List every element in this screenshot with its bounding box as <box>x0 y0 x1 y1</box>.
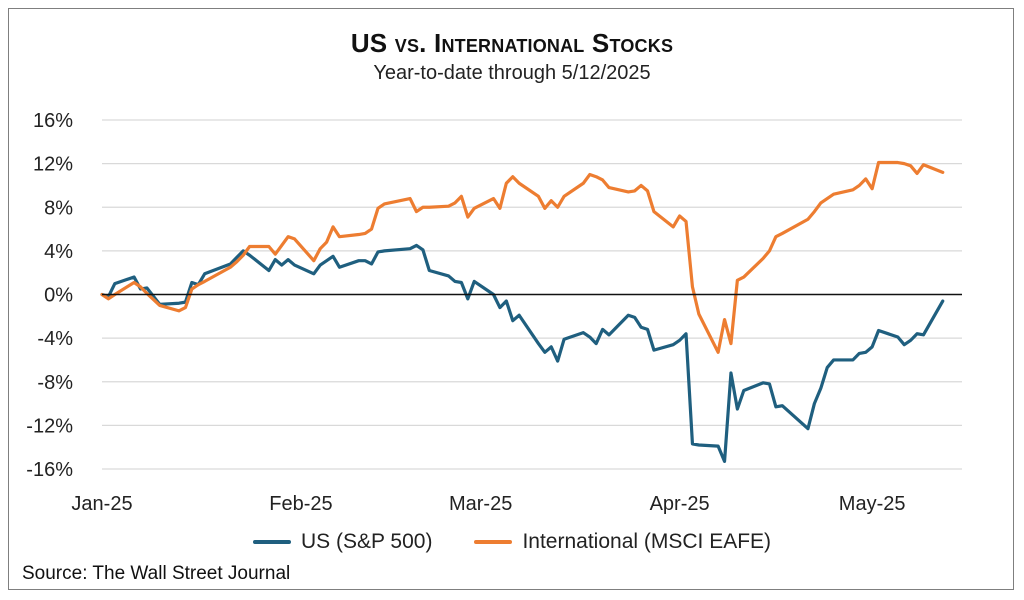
y-tick-label: 4% <box>44 241 73 263</box>
y-tick-label: 16% <box>33 110 73 132</box>
chart-source: Source: The Wall Street Journal <box>22 563 291 584</box>
y-tick-label: -4% <box>37 328 73 350</box>
series-line-international <box>100 160 945 354</box>
chart-frame <box>8 8 1014 590</box>
legend-swatch-international <box>474 540 513 544</box>
legend-label-international: International (MSCI EAFE) <box>522 530 772 553</box>
y-tick-label: 12% <box>33 154 73 176</box>
legend-item-international: International (MSCI EAFE) <box>474 530 771 554</box>
x-tick-label: Feb-25 <box>269 493 332 515</box>
y-tick-label: 8% <box>44 197 73 219</box>
x-tick-label: Mar-25 <box>449 493 512 515</box>
y-tick-label: -8% <box>37 372 73 394</box>
legend-label-us: US (S&P 500) <box>300 530 433 553</box>
series-line-us <box>100 243 945 463</box>
legend-item-us: US (S&P 500) <box>252 530 433 554</box>
x-tick-label: Jan-25 <box>71 493 132 515</box>
y-tick-label: -16% <box>26 459 73 481</box>
chart-legend: US (S&P 500) International (MSCI EAFE) <box>0 530 1024 554</box>
y-tick-label: -12% <box>26 415 73 437</box>
chart-title: US vs. International Stocks <box>350 28 674 58</box>
x-tick-label: May-25 <box>839 493 906 515</box>
chart-subtitle: Year-to-date through 5/12/2025 <box>373 62 651 84</box>
y-tick-label: 0% <box>44 285 73 307</box>
legend-swatch-us <box>252 540 291 544</box>
x-tick-label: Apr-25 <box>650 493 710 515</box>
